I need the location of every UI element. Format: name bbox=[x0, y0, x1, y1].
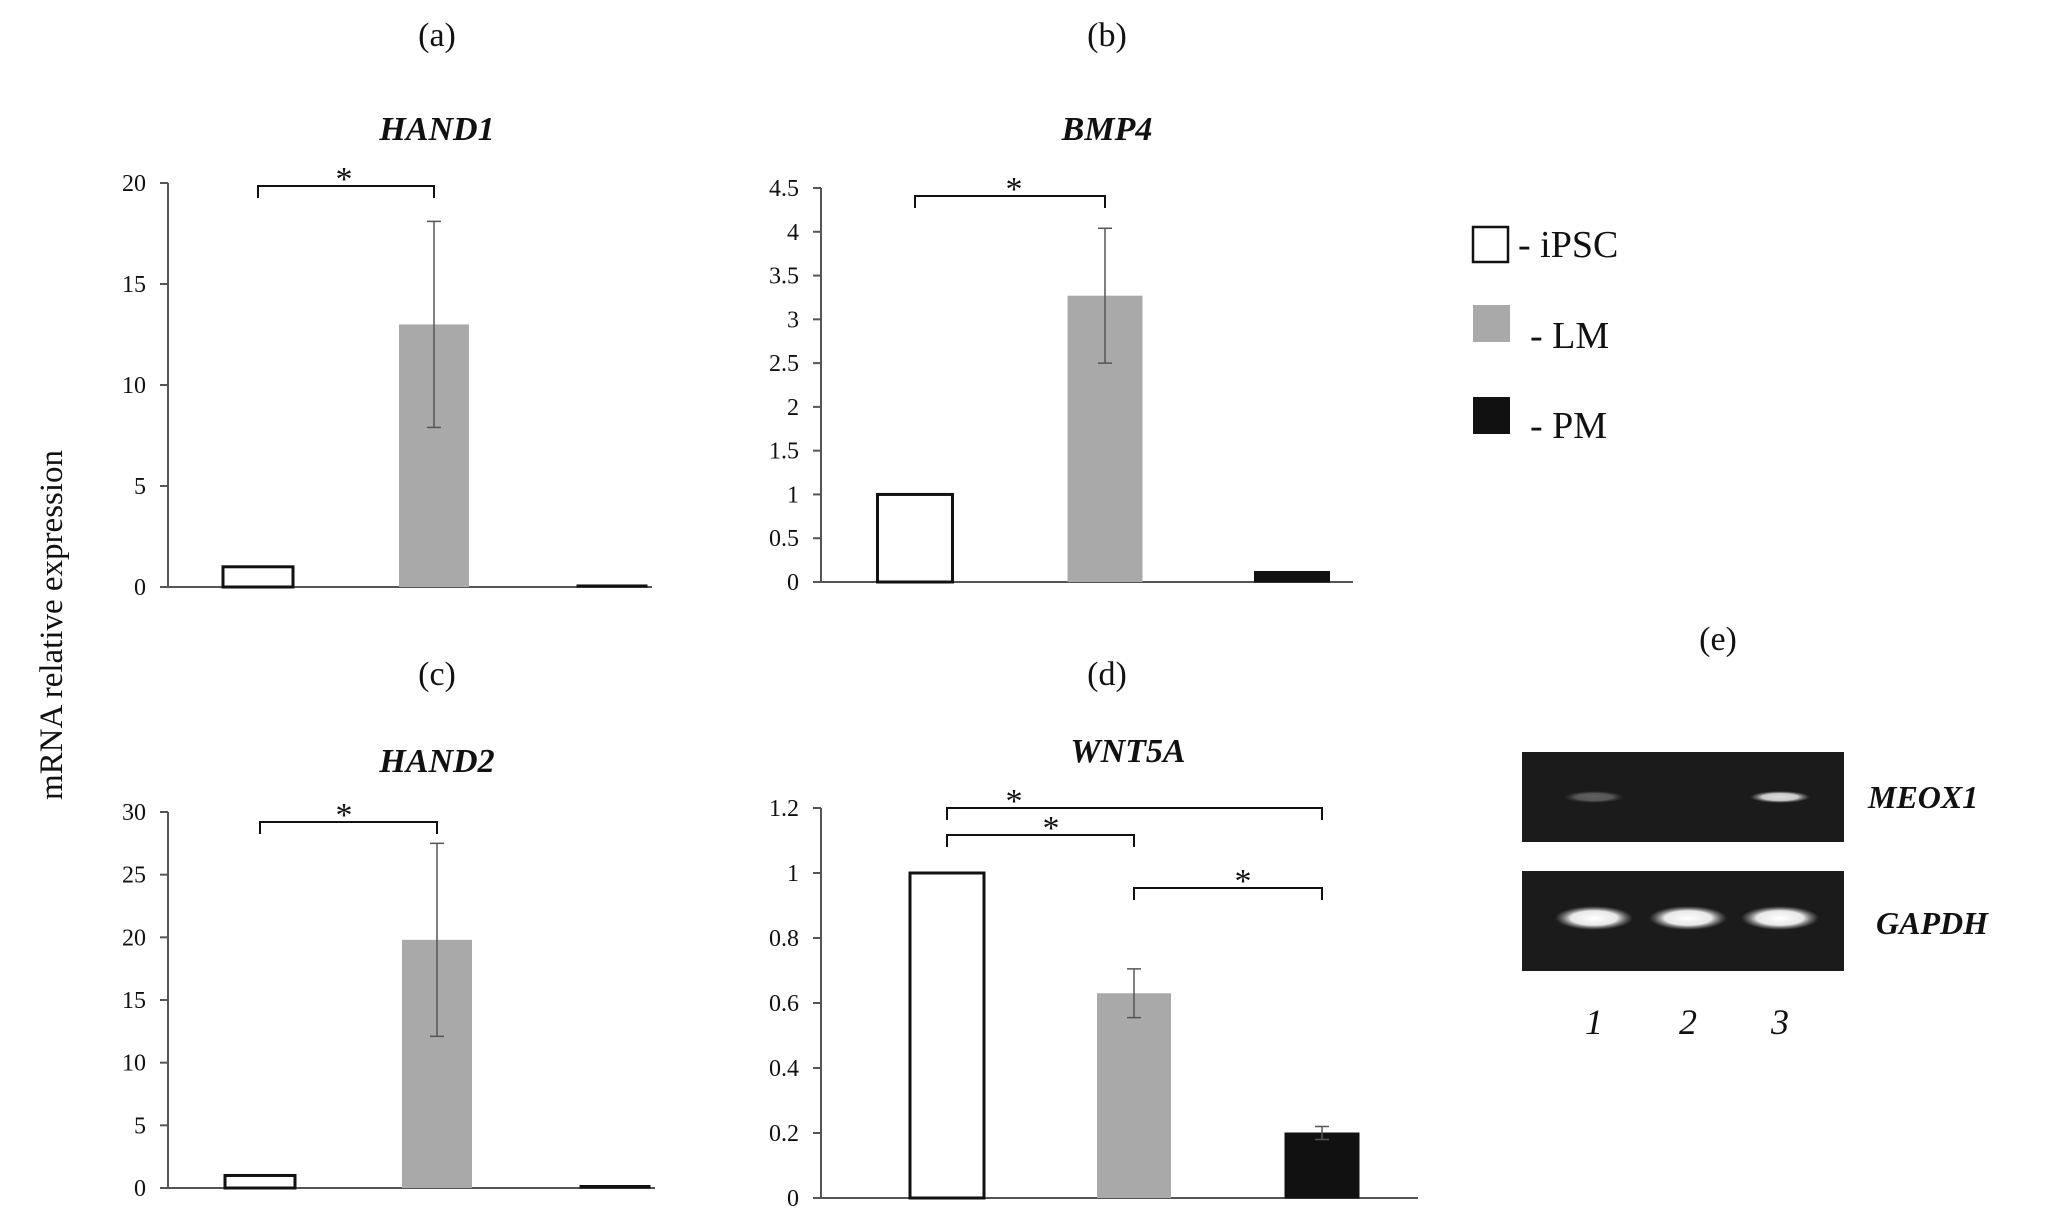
panel-c-significance-bracket bbox=[259, 821, 438, 834]
panel-d: (d) WNT5A 0 0.2 0.4 0.6 0.8 1 1.2 * * * bbox=[769, 656, 1418, 1211]
panel-b-ytick-label: 2 bbox=[787, 395, 799, 421]
panel-c-significance-star: * bbox=[336, 797, 353, 834]
panel-d-ytick-label: 1.2 bbox=[769, 796, 799, 822]
panel-d-letter: (d) bbox=[1087, 656, 1127, 693]
panel-b-bar-pm bbox=[1254, 570, 1330, 583]
panel-d-bar-pm bbox=[1284, 1132, 1360, 1199]
panel-a-chart: 0 5 10 15 20 * bbox=[122, 161, 652, 601]
legend-swatch-lm bbox=[1473, 305, 1510, 342]
panel-b-ytick-label: 3.5 bbox=[769, 264, 799, 290]
panel-c-ytick-label: 25 bbox=[122, 863, 146, 889]
panel-d-ytick-label: 0 bbox=[787, 1186, 799, 1211]
panel-d-ytick-label: 1 bbox=[787, 861, 799, 887]
panel-c-ytick-label: 20 bbox=[122, 925, 146, 951]
panel-d-ytick-label: 0.2 bbox=[769, 1121, 799, 1147]
panel-b-bar-ipsc bbox=[876, 492, 954, 584]
panel-b-letter: (b) bbox=[1087, 17, 1127, 54]
panel-d-significance-bracket bbox=[946, 834, 1135, 847]
panel-d-significance-bracket bbox=[1133, 887, 1323, 900]
panel-b-ytick-label: 2.5 bbox=[769, 351, 799, 377]
panel-a-title: HAND1 bbox=[378, 111, 494, 148]
legend-label-lm: - LM bbox=[1530, 315, 1609, 357]
panel-b: (b) BMP4 0 0.5 1 1.5 2 2.5 3 3.5 4 4.5 * bbox=[769, 17, 1353, 596]
panel-b-ytick-label: 4.5 bbox=[769, 176, 799, 202]
panel-c-bar-pm bbox=[579, 1184, 651, 1189]
panel-a-significance-bracket bbox=[257, 185, 435, 198]
panel-b-ytick-label: 1 bbox=[787, 482, 799, 508]
panel-c-ytick-label: 15 bbox=[122, 988, 146, 1014]
gel-row-label-meox1: MEOX1 bbox=[1867, 779, 1978, 815]
panel-e-letter: (e) bbox=[1699, 621, 1737, 658]
legend-swatch-pm bbox=[1473, 397, 1510, 434]
gel-bands bbox=[1555, 791, 1819, 930]
panel-b-significance-star: * bbox=[1006, 171, 1023, 208]
panel-c-chart: 0 5 10 15 20 25 30 * bbox=[122, 797, 655, 1202]
panel-c-title: HAND2 bbox=[378, 743, 494, 780]
panel-a-ytick-label: 20 bbox=[122, 171, 146, 197]
gel-lane-label-1: 1 bbox=[1585, 1002, 1603, 1042]
panel-d-significance-star: * bbox=[1043, 810, 1060, 847]
panel-c-ytick-label: 0 bbox=[134, 1176, 146, 1202]
panel-d-chart: 0 0.2 0.4 0.6 0.8 1 1.2 * * * bbox=[769, 783, 1418, 1211]
panel-d-ytick-label: 0.8 bbox=[769, 926, 799, 952]
gel-band-gapdh-lane-1 bbox=[1555, 906, 1633, 930]
panel-c-letter: (c) bbox=[418, 656, 456, 693]
legend-swatch-ipsc bbox=[1471, 225, 1510, 264]
panel-b-ytick-label: 0.5 bbox=[769, 526, 799, 552]
panel-c-ytick-label: 30 bbox=[122, 800, 146, 826]
legend-label-ipsc: - iPSC bbox=[1518, 224, 1618, 266]
gel-band-gapdh-lane-3 bbox=[1741, 906, 1819, 930]
panel-e: (e) MEOX1 GAPDH 1 2 3 bbox=[1522, 621, 1989, 1042]
panel-c: (c) HAND2 0 5 10 15 20 25 30 * bbox=[122, 656, 655, 1202]
panel-b-ytick-label: 3 bbox=[787, 307, 799, 333]
panel-a-letter: (a) bbox=[418, 17, 456, 54]
panel-a-ytick-label: 5 bbox=[134, 474, 146, 500]
panel-d-ytick-label: 0.6 bbox=[769, 991, 799, 1017]
panel-b-ytick-label: 1.5 bbox=[769, 439, 799, 465]
panel-d-significance-star: * bbox=[1006, 783, 1023, 820]
panel-c-bar-ipsc bbox=[223, 1173, 297, 1190]
legend-label-pm: - PM bbox=[1530, 405, 1607, 447]
panel-d-bar-lm bbox=[1097, 993, 1171, 1198]
panel-a-bar-ipsc bbox=[221, 565, 295, 589]
panel-c-ytick-label: 5 bbox=[134, 1113, 146, 1139]
panel-d-bar-ipsc bbox=[908, 871, 986, 1200]
panel-a-bar-pm bbox=[576, 584, 648, 588]
panel-b-ytick-label: 4 bbox=[787, 220, 799, 246]
legend: - iPSC - LM - PM bbox=[1471, 224, 1618, 447]
panel-b-title: BMP4 bbox=[1061, 111, 1153, 148]
gel-band-gapdh-lane-2 bbox=[1649, 906, 1727, 930]
panel-d-ytick-label: 0.4 bbox=[769, 1056, 799, 1082]
panel-d-title: WNT5A bbox=[1070, 733, 1185, 770]
panel-a-significance-star: * bbox=[336, 161, 353, 198]
gel-lane-label-2: 2 bbox=[1679, 1002, 1697, 1042]
gel-lane-label-3: 3 bbox=[1770, 1002, 1789, 1042]
panel-b-chart: 0 0.5 1 1.5 2 2.5 3 3.5 4 4.5 * bbox=[769, 171, 1353, 596]
panel-a-ytick-label: 0 bbox=[134, 575, 146, 601]
panel-d-significance-bracket bbox=[946, 807, 1323, 820]
gel-row-label-gapdh: GAPDH bbox=[1876, 905, 1989, 941]
gel-band-meox1-lane-3 bbox=[1750, 791, 1810, 803]
panel-a-ytick-label: 15 bbox=[122, 272, 146, 298]
panel-a-ytick-label: 10 bbox=[122, 373, 146, 399]
panel-c-ytick-label: 10 bbox=[122, 1051, 146, 1077]
panel-a: (a) HAND1 0 5 10 15 20 * bbox=[122, 17, 652, 601]
y-axis-label: mRNA relative expression bbox=[34, 450, 70, 800]
gel-band-meox1-lane-1 bbox=[1564, 791, 1624, 803]
panel-d-significance-star: * bbox=[1235, 863, 1252, 900]
panel-b-significance-bracket bbox=[914, 195, 1106, 208]
panel-b-ytick-label: 0 bbox=[787, 570, 799, 596]
